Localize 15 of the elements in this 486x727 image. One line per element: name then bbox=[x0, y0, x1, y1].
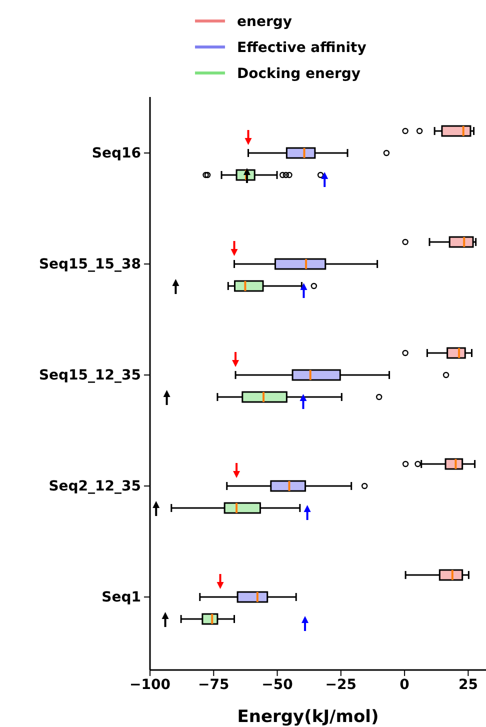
x-axis-title: Energy(kJ/mol) bbox=[237, 707, 379, 727]
y-tick-label: Seq15_12_35 bbox=[38, 367, 141, 384]
y-tick-label: Seq16 bbox=[92, 145, 141, 162]
x-tick-label: −100 bbox=[130, 676, 171, 693]
legend-label: Effective affinity bbox=[237, 40, 366, 56]
x-tick-label: −75 bbox=[198, 676, 230, 693]
x-tick-label: −25 bbox=[325, 676, 357, 693]
x-tick-label: 0 bbox=[400, 676, 410, 693]
y-tick-label: Seq2_12_35 bbox=[48, 478, 141, 494]
y-tick-label: Seq1 bbox=[102, 589, 141, 606]
legend-label: energy bbox=[237, 14, 292, 30]
x-tick-label: 25 bbox=[458, 676, 478, 693]
x-tick-label: −50 bbox=[262, 676, 294, 693]
y-tick-label: Seq15_15_38 bbox=[38, 256, 141, 272]
legend-label: Docking energy bbox=[237, 66, 361, 82]
